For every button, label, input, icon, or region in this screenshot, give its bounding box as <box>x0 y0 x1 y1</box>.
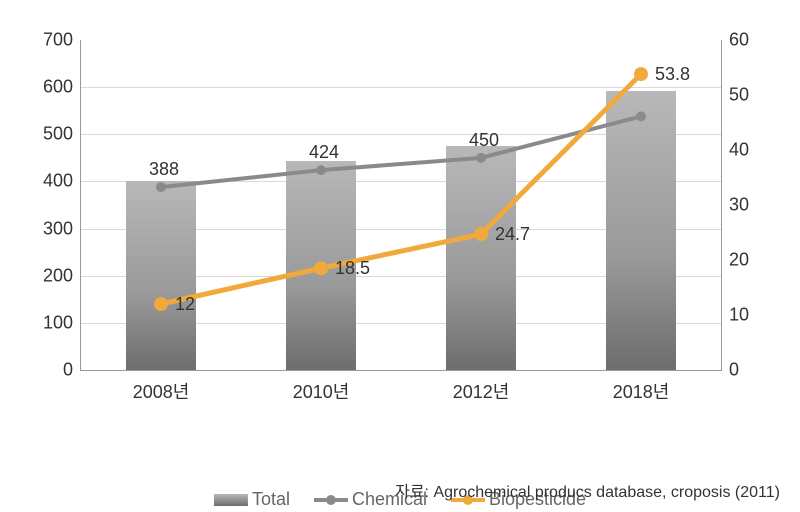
x-tick: 2010년 <box>293 378 350 404</box>
marker-chemical <box>156 182 166 192</box>
data-label-chemical: 424 <box>309 142 339 163</box>
marker-biopesticide <box>474 227 488 241</box>
x-tick: 2012년 <box>453 378 510 404</box>
y-left-tick: 600 <box>43 77 73 98</box>
marker-biopesticide <box>634 67 648 81</box>
x-tick: 2008년 <box>133 378 190 404</box>
data-label-chemical: 388 <box>149 159 179 180</box>
y-left-tick: 500 <box>43 124 73 145</box>
y-left-tick: 100 <box>43 312 73 333</box>
legend-swatch-line <box>314 498 348 502</box>
legend-item-total: Total <box>214 489 290 510</box>
data-label-chemical: 450 <box>469 130 499 151</box>
legend-swatch-bar <box>214 494 248 506</box>
marker-chemical <box>316 165 326 175</box>
marker-biopesticide <box>154 297 168 311</box>
y-left-tick: 0 <box>63 360 73 381</box>
legend-label: Total <box>252 489 290 510</box>
chart-container: 0 100 200 300 400 500 600 700 0 10 20 30 40 50 60 2008년… <box>20 20 780 440</box>
line-layer <box>81 40 721 370</box>
line-chemical <box>161 116 641 187</box>
data-label-biopesticide: 18.5 <box>335 258 370 279</box>
y-left-tick: 400 <box>43 171 73 192</box>
y-right-tick: 40 <box>729 140 749 161</box>
y-right-tick: 10 <box>729 305 749 326</box>
y-right-tick: 20 <box>729 250 749 271</box>
y-right-tick: 60 <box>729 30 749 51</box>
y-right-tick: 50 <box>729 85 749 106</box>
y-left-tick: 300 <box>43 218 73 239</box>
data-label-biopesticide: 24.7 <box>495 224 530 245</box>
marker-chemical <box>636 111 646 121</box>
x-tick: 2018년 <box>613 378 670 404</box>
source-text: 자료: Agrochemical producs database, cropo… <box>395 478 780 502</box>
y-left-tick: 700 <box>43 30 73 51</box>
line-biopesticide <box>161 74 641 304</box>
y-right-tick: 30 <box>729 195 749 216</box>
marker-chemical <box>476 153 486 163</box>
y-left-tick: 200 <box>43 265 73 286</box>
marker-biopesticide <box>314 261 328 275</box>
legend-dot-icon <box>326 495 336 505</box>
data-label-biopesticide: 53.8 <box>655 64 690 85</box>
plot-area: 010020030040050060070001020304050602008년… <box>80 40 722 371</box>
y-right-tick: 0 <box>729 360 739 381</box>
data-label-biopesticide: 12 <box>175 294 195 315</box>
